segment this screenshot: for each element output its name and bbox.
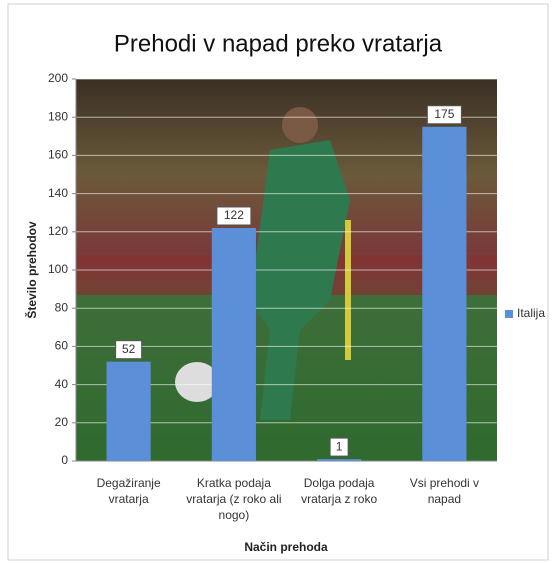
x-axis-label: Način prehoda xyxy=(244,540,328,554)
value-label: 175 xyxy=(434,107,454,121)
page: Prehodi v napad preko vratarja Število p… xyxy=(0,0,557,563)
value-label: 122 xyxy=(224,208,244,222)
x-tick-label: Vsi prehodi v napad xyxy=(392,475,496,507)
chart-title: Prehodi v napad preko vratarja xyxy=(114,30,443,57)
y-tick-label: 200 xyxy=(48,71,68,85)
y-tick-label: 180 xyxy=(48,109,68,123)
y-tick-label: 120 xyxy=(48,224,68,238)
x-tick-label: Degažiranje vratarja xyxy=(77,475,181,507)
y-tick-label: 160 xyxy=(48,148,68,162)
y-tick-label: 80 xyxy=(55,300,69,314)
bar xyxy=(212,228,256,461)
bar xyxy=(107,362,151,461)
y-tick-label: 40 xyxy=(55,377,69,391)
legend-swatch xyxy=(505,310,513,318)
y-tick-label: 0 xyxy=(61,453,68,467)
y-tick-label: 60 xyxy=(55,339,69,353)
value-label: 1 xyxy=(336,439,343,453)
y-tick-label: 100 xyxy=(48,262,68,276)
value-label: 52 xyxy=(122,342,136,356)
y-tick-label: 140 xyxy=(48,186,68,200)
y-tick-label: 20 xyxy=(55,415,69,429)
x-tick-label: Dolga podaja vratarja z roko xyxy=(287,475,391,507)
bar xyxy=(422,127,466,461)
legend-label: Italija xyxy=(517,306,545,320)
x-tick-label: Kratka podaja vratarja (z roko ali nogo) xyxy=(182,475,286,523)
y-axis-label: Število prehodov xyxy=(24,221,39,319)
bar xyxy=(317,459,361,461)
